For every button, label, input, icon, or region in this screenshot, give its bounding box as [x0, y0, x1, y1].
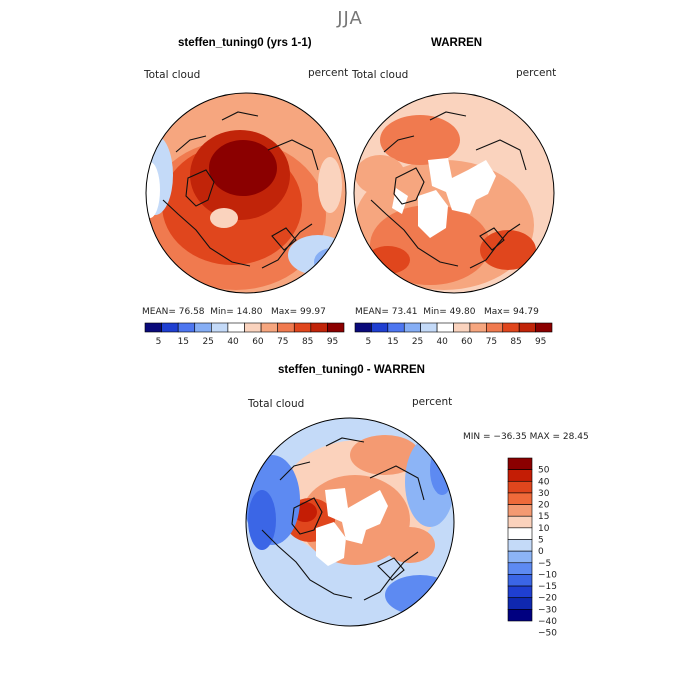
panel1-colorbar-swatch: [293, 322, 312, 333]
diff-colorbar-tick: 15: [538, 512, 549, 522]
panel2-colorbar-swatch: [469, 322, 487, 333]
diff-title: steffen_tuning0 - WARREN: [278, 364, 425, 376]
diff-colorbar-swatch: [507, 550, 533, 564]
panel1-title: steffen_tuning0 (yrs 1-1): [178, 37, 312, 49]
panel2-colorbar-swatch: [453, 322, 471, 333]
map-diff-border: [245, 417, 455, 627]
diff-variable: Total cloud: [248, 398, 305, 410]
diff-colorbar-swatch: [507, 597, 533, 610]
panel2-units: percent: [516, 67, 557, 79]
panel1-colorbar-swatch: [177, 322, 196, 333]
panel2-colorbar-tick: 60: [461, 337, 473, 347]
diff-colorbar-swatch: [507, 585, 533, 599]
panel1-variable: Total cloud: [144, 69, 201, 81]
diff-colorbar-tick: 30: [538, 489, 550, 499]
panel1-colorbar-swatch: [227, 322, 245, 333]
panel1-colorbar-tick: 5: [156, 337, 162, 347]
panel1-colorbar-swatch: [260, 322, 278, 333]
diff-colorbar-tick: 0: [538, 547, 544, 557]
panel1-colorbar-tick: 85: [302, 337, 313, 347]
diff-colorbar-swatch: [507, 539, 533, 552]
panel2-title: WARREN: [431, 37, 483, 49]
panel2-colorbar-tick: 5: [365, 337, 371, 347]
panel1-colorbar-swatch: [211, 322, 229, 333]
panel1-colorbar-swatch: [327, 322, 345, 333]
panel2-colorbar-swatch: [420, 322, 438, 333]
diff-units: percent: [412, 396, 453, 408]
map-panel1-border: [145, 92, 347, 294]
diff-colorbar-swatch: [507, 515, 533, 529]
panel2-colorbar-swatch: [387, 322, 405, 333]
diff-colorbar-swatch: [507, 609, 533, 622]
diff-colorbar-tick: −15: [538, 582, 557, 592]
panel2-colorbar-swatch: [354, 322, 372, 333]
diff-colorbar-tick: −40: [538, 617, 557, 627]
panel1-colorbar-tick: 95: [327, 337, 338, 347]
map-panel1: [146, 93, 346, 293]
panel1-colorbar-tick: 75: [277, 337, 288, 347]
diff-colorbar-tick: −10: [538, 570, 557, 580]
panel1-colorbar-tick: 25: [202, 337, 213, 347]
diff-colorbar-tick: 5: [538, 536, 544, 546]
diff-colorbar-tick: −20: [538, 594, 557, 604]
panel2-colorbar-swatch: [403, 322, 421, 333]
diff-colorbar-swatch: [507, 469, 533, 482]
panel2-colorbar-tick: 75: [486, 337, 497, 347]
diff-colorbar-swatch: [507, 492, 533, 505]
panel2-colorbar-swatch: [502, 322, 520, 333]
panel2-colorbar-swatch: [486, 322, 504, 333]
panel2-colorbar-swatch: [518, 322, 536, 333]
season-title: JJA: [337, 8, 363, 29]
map-panel2-border: [353, 92, 555, 294]
panel1-stats: MEAN= 76.58 Min= 14.80 Max= 99.97: [142, 307, 326, 317]
diff-colorbar-swatch: [507, 480, 533, 494]
panel1-colorbar: 5 15 25 40 60 75 85 95: [144, 322, 345, 347]
panel1-colorbar-swatch: [244, 322, 262, 333]
panel2-colorbar-swatch: [535, 322, 553, 333]
diff-colorbar-swatch: [507, 574, 533, 587]
panel2-colorbar-tick: 95: [535, 337, 546, 347]
panel1-colorbar-tick: 15: [178, 337, 189, 347]
diff-colorbar-tick: 20: [538, 501, 550, 511]
panel1-colorbar-tick: 60: [252, 337, 264, 347]
panel1-colorbar-swatch: [161, 322, 179, 333]
panel2-colorbar: 5 15 25 40 60 75 85 95: [354, 322, 553, 347]
diff-colorbar-swatch: [507, 527, 533, 540]
diff-colorbar-swatch: [507, 457, 533, 470]
panel2-colorbar-swatch: [436, 322, 454, 333]
panel2-colorbar-tick: 25: [412, 337, 423, 347]
panel2-variable: Total cloud: [352, 69, 409, 81]
panel1-colorbar-swatch: [144, 322, 162, 333]
panel2-colorbar-swatch: [371, 322, 389, 333]
panel2-stats: MEAN= 73.41 Min= 49.80 Max= 94.79: [355, 307, 539, 317]
panel2-colorbar-tick: 40: [436, 337, 448, 347]
map-panel2: [354, 93, 554, 293]
panel1-colorbar-swatch: [277, 322, 295, 333]
panel2-colorbar-tick: 15: [387, 337, 398, 347]
panel1-colorbar-swatch: [310, 322, 328, 333]
diff-colorbar-swatch: [507, 504, 533, 517]
diff-colorbar-tick: −5: [538, 559, 551, 569]
panel1-colorbar-swatch: [194, 322, 212, 333]
panel2-colorbar-tick: 85: [510, 337, 521, 347]
diff-colorbar-swatch: [507, 562, 533, 575]
panel1-units: percent: [308, 67, 349, 79]
panel1-colorbar-tick: 40: [227, 337, 239, 347]
diff-colorbar-tick: −50: [538, 629, 557, 639]
diff-colorbar-tick: 50: [538, 466, 550, 476]
diff-colorbar-tick: 40: [538, 477, 550, 487]
diff-stats: MIN = −36.35 MAX = 28.45: [463, 432, 589, 442]
diff-colorbar-tick: 10: [538, 524, 550, 534]
diff-colorbar-tick: −30: [538, 605, 557, 615]
